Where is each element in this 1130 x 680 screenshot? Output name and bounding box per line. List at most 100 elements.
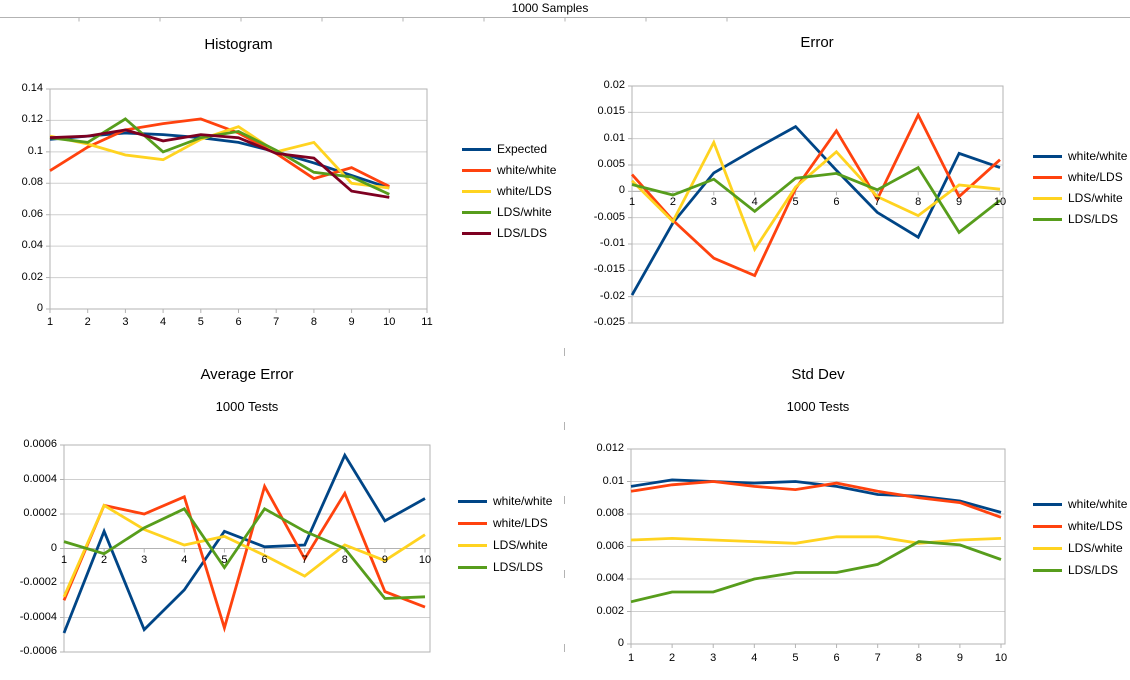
x-tick-label: 6: [833, 196, 840, 209]
legend-swatch-icon: [462, 190, 491, 193]
x-tick-label: 4: [181, 553, 188, 566]
y-tick-label: 0.0004: [23, 472, 57, 485]
series-line-white-lds: [49, 125, 390, 190]
legend-label: white/LDS: [497, 184, 552, 198]
y-tick-label: 0.02: [21, 270, 43, 283]
legend-label: LDS/white: [493, 538, 548, 552]
legend-item: LDS/white: [1033, 541, 1123, 556]
legend-label: LDS/LDS: [497, 226, 548, 240]
y-tick-label: 0: [50, 541, 57, 554]
y-tick-label: 0.08: [21, 176, 43, 189]
y-tick-label: 0.004: [596, 572, 624, 584]
legend-swatch-icon: [1033, 569, 1062, 572]
legend-label: white/white: [1068, 149, 1128, 163]
x-tick-label: 1: [46, 316, 54, 328]
x-tick-label: 7: [874, 196, 881, 209]
y-tick-label: 0.01: [603, 131, 625, 144]
x-tick-label: 2: [669, 196, 676, 209]
legend-label: LDS/white: [497, 205, 552, 219]
y-tick-label: -0.02: [599, 289, 625, 302]
y-tick-label: 0.002: [596, 604, 624, 617]
x-tick-label: 3: [710, 652, 717, 664]
y-tick-label: 0.0006: [23, 438, 57, 450]
y-tick-label: 0.12: [21, 113, 43, 126]
x-tick-label: 8: [341, 553, 348, 566]
legend-item: LDS/white: [462, 205, 552, 220]
plot-border: [631, 85, 1004, 324]
legend-swatch-icon: [462, 232, 491, 235]
x-tick-label: 7: [273, 316, 280, 328]
sheet-title: 1000 Samples: [511, 1, 589, 15]
y-tick-label: 0.06: [21, 207, 43, 220]
y-tick-label: 0.1: [27, 144, 43, 157]
x-tick-label: 4: [751, 652, 758, 664]
legend-swatch-icon: [458, 500, 487, 503]
x-tick-label: 3: [141, 553, 148, 566]
legend-item: LDS/LDS: [458, 560, 543, 575]
legend-item: white/LDS: [1033, 519, 1123, 534]
legend-item: Expected: [462, 142, 547, 157]
plot-border: [49, 88, 428, 310]
chart-title: Std Dev: [791, 366, 845, 383]
x-tick-label: 11: [421, 316, 433, 328]
legend-swatch-icon: [1033, 197, 1062, 200]
series-line-white-lds: [62, 482, 426, 633]
legend-item: LDS/white: [458, 538, 548, 553]
legend-item: LDS/white: [1033, 191, 1123, 206]
x-tick-label: 10: [993, 196, 1007, 209]
chart-title: Histogram: [204, 36, 273, 53]
y-tick-label: 0.012: [596, 442, 624, 454]
x-tick-label: 3: [710, 196, 717, 209]
legend-swatch-icon: [458, 522, 487, 525]
chart-title: Average Error: [200, 366, 294, 383]
legend-swatch-icon: [1033, 525, 1062, 528]
x-tick-label: 3: [122, 316, 129, 328]
y-tick-label: 0.006: [596, 539, 624, 552]
y-tick-label: -0.015: [593, 263, 625, 276]
series-line-expected: [49, 131, 390, 190]
legend-item: white/white: [462, 163, 556, 178]
legend-swatch-icon: [462, 148, 491, 151]
y-tick-label: 0.015: [597, 105, 625, 118]
y-tick-label: -0.0006: [19, 645, 57, 657]
legend-swatch-icon: [462, 169, 491, 172]
legend-swatch-icon: [462, 211, 491, 214]
series-line-white-white: [630, 478, 1002, 514]
legend-swatch-icon: [1033, 503, 1062, 506]
series-line-lds-lds: [49, 128, 390, 199]
series-line-lds-lds: [63, 506, 426, 600]
legend-label: white/LDS: [1068, 519, 1123, 533]
x-tick-label: 10: [418, 553, 432, 566]
y-tick-label: -0.025: [593, 316, 625, 328]
y-tick-label: -0.01: [599, 237, 625, 249]
x-tick-label: 5: [197, 316, 204, 328]
x-tick-label: 5: [792, 652, 799, 664]
legend-label: white/LDS: [493, 516, 548, 530]
y-tick-label: 0: [618, 184, 625, 197]
x-tick-label: 8: [915, 196, 922, 209]
x-tick-label: 2: [669, 652, 676, 664]
y-tick-label: -0.0004: [19, 610, 57, 623]
x-tick-label: 2: [101, 553, 108, 566]
legend-item: white/LDS: [462, 184, 552, 199]
y-tick-label: 0.14: [21, 82, 43, 94]
legend-swatch-icon: [1033, 218, 1062, 221]
y-tick-label: 0: [36, 302, 43, 314]
y-tick-label: -0.005: [593, 210, 625, 223]
chart-title: Error: [800, 34, 834, 51]
legend-swatch-icon: [1033, 547, 1062, 550]
chart-subtitle: 1000 Tests: [215, 399, 279, 414]
legend-label: white/white: [497, 163, 557, 177]
series-line-white-white: [630, 124, 1001, 296]
legend-item: white/LDS: [1033, 170, 1123, 185]
series-line-lds-lds: [631, 165, 1001, 235]
chart-subtitle: 1000 Tests: [786, 399, 850, 414]
series-line-lds-white: [630, 535, 1002, 545]
legend-label: LDS/LDS: [1068, 563, 1119, 577]
legend-item: white/white: [1033, 149, 1127, 164]
x-tick-label: 4: [160, 316, 167, 328]
legend-item: LDS/LDS: [462, 226, 547, 241]
series-line-lds-white: [62, 503, 426, 598]
x-tick-label: 6: [833, 652, 840, 664]
x-tick-label: 8: [310, 316, 317, 328]
